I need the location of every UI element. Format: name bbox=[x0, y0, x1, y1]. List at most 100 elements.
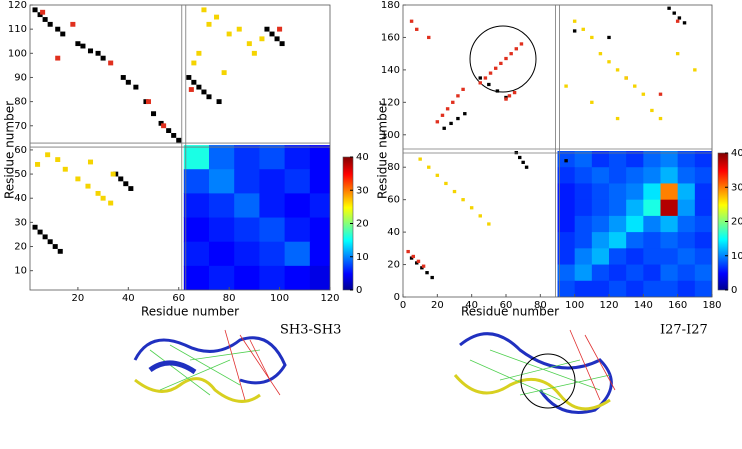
x-axis-label: Residue number bbox=[461, 305, 559, 319]
heatmap-cell bbox=[574, 183, 593, 201]
contact bbox=[469, 206, 474, 210]
heatmap-cell bbox=[284, 169, 311, 194]
contact bbox=[658, 116, 663, 121]
heatmap-cell bbox=[309, 241, 330, 267]
heatmap-cell bbox=[591, 280, 610, 297]
contact bbox=[75, 176, 81, 182]
y-tick-label: 60 bbox=[387, 195, 400, 206]
contact bbox=[624, 76, 628, 80]
contact bbox=[449, 121, 453, 126]
contact bbox=[274, 36, 280, 42]
heatmap-cell bbox=[660, 183, 679, 201]
contact bbox=[487, 82, 491, 87]
contact bbox=[47, 21, 53, 27]
contact bbox=[128, 186, 134, 191]
x-tick-label: 120 bbox=[320, 293, 339, 304]
heatmap-cell bbox=[234, 217, 260, 243]
heatmap-cell bbox=[234, 145, 260, 170]
contact bbox=[110, 171, 116, 177]
heatmap-cell bbox=[557, 199, 576, 217]
heatmap-cell bbox=[208, 217, 235, 243]
contact bbox=[667, 6, 671, 10]
y-tick-label: 20 bbox=[387, 260, 400, 271]
y-tick-label: 30 bbox=[14, 217, 27, 228]
heatmap-cell bbox=[643, 264, 661, 282]
caption: SH3-SH3 bbox=[280, 323, 341, 338]
contact bbox=[478, 214, 482, 218]
heatmap-cell bbox=[609, 167, 627, 184]
contact bbox=[658, 92, 663, 96]
contact bbox=[444, 181, 448, 186]
y-tick-label: 100 bbox=[381, 130, 400, 141]
contact bbox=[206, 94, 212, 100]
x-axis-label: Residue number bbox=[141, 305, 239, 319]
heatmap-cell bbox=[259, 265, 286, 290]
heatmap-cell bbox=[643, 167, 661, 184]
contact bbox=[264, 26, 270, 32]
structure-right bbox=[453, 329, 616, 414]
y-tick-label: 70 bbox=[14, 121, 27, 132]
heatmap-cell bbox=[660, 264, 679, 282]
contact bbox=[55, 26, 61, 32]
heatmap-cell bbox=[591, 232, 610, 249]
contact bbox=[456, 94, 460, 98]
heatmap-cell bbox=[234, 265, 260, 290]
heatmap-cell bbox=[609, 215, 627, 233]
y-tick-label: 120 bbox=[381, 97, 400, 108]
heatmap-cell bbox=[309, 145, 330, 170]
structure-left bbox=[133, 329, 287, 403]
contact bbox=[514, 47, 519, 51]
contact bbox=[108, 60, 114, 66]
contact bbox=[95, 50, 101, 56]
y-tick-label: 60 bbox=[14, 145, 27, 156]
contact bbox=[269, 31, 275, 37]
contact bbox=[118, 176, 124, 182]
contact bbox=[442, 126, 446, 130]
heatmap-cell bbox=[557, 183, 576, 201]
heatmap-cell bbox=[557, 280, 576, 297]
contact bbox=[411, 254, 416, 259]
contact bbox=[75, 41, 81, 47]
heatmap-cell bbox=[574, 248, 593, 266]
heatmap-cell bbox=[694, 199, 712, 217]
x-tick-label: 100 bbox=[270, 293, 289, 304]
heatmap-cell bbox=[677, 248, 696, 266]
contact bbox=[37, 229, 43, 235]
heatmap-cell bbox=[660, 280, 679, 297]
heatmap-cell bbox=[677, 167, 696, 184]
contact bbox=[80, 43, 86, 49]
caption: I27-I27 bbox=[660, 323, 708, 338]
heatmap-cell bbox=[626, 167, 644, 184]
contact bbox=[504, 56, 508, 61]
contact bbox=[518, 155, 522, 160]
contact bbox=[188, 87, 194, 92]
contact bbox=[572, 19, 577, 23]
contact bbox=[478, 76, 482, 80]
contact bbox=[246, 41, 252, 47]
heatmap-cell bbox=[643, 280, 661, 297]
contact bbox=[206, 21, 212, 27]
x-tick-label: 20 bbox=[431, 300, 444, 311]
x-tick-label: 80 bbox=[223, 293, 236, 304]
contact bbox=[451, 100, 455, 104]
heatmap-cell bbox=[284, 193, 311, 219]
heatmap-cell bbox=[694, 215, 712, 233]
y-tick-label: 90 bbox=[14, 72, 27, 83]
heatmap-cell bbox=[259, 217, 286, 243]
contact bbox=[507, 94, 512, 98]
contact bbox=[145, 99, 152, 105]
heatmap-cell bbox=[183, 217, 210, 243]
x-tick-label: 60 bbox=[500, 300, 513, 311]
contact bbox=[214, 14, 220, 20]
heatmap-cell bbox=[591, 248, 610, 266]
heatmap-cell bbox=[259, 193, 286, 219]
contact bbox=[445, 107, 450, 111]
contact bbox=[495, 89, 500, 93]
contact bbox=[504, 97, 508, 101]
heatmap-cell bbox=[609, 183, 627, 201]
heatmap-cell bbox=[234, 169, 260, 194]
contact bbox=[100, 55, 106, 61]
heatmap-cell bbox=[609, 264, 627, 282]
heatmap-cell bbox=[609, 232, 627, 249]
heatmap-cell bbox=[183, 193, 210, 219]
